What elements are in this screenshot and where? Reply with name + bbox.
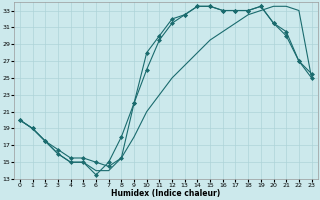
X-axis label: Humidex (Indice chaleur): Humidex (Indice chaleur) — [111, 189, 220, 198]
